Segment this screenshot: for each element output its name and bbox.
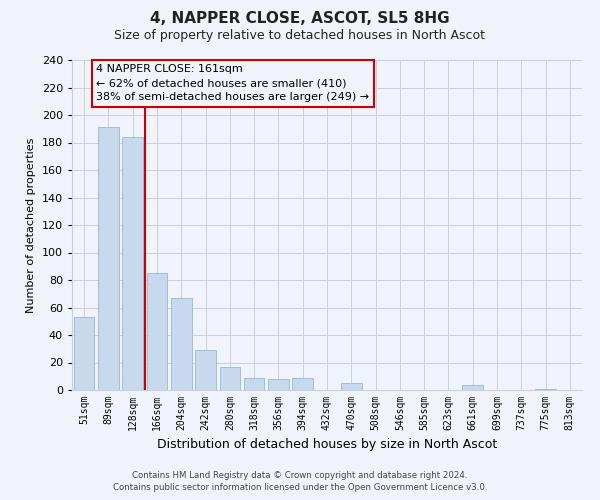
Bar	[195, 350, 216, 390]
Bar	[244, 378, 265, 390]
Bar	[122, 137, 143, 390]
Bar	[341, 383, 362, 390]
Bar	[268, 379, 289, 390]
Bar	[292, 378, 313, 390]
Bar	[98, 128, 119, 390]
Bar	[535, 388, 556, 390]
Text: Size of property relative to detached houses in North Ascot: Size of property relative to detached ho…	[115, 28, 485, 42]
X-axis label: Distribution of detached houses by size in North Ascot: Distribution of detached houses by size …	[157, 438, 497, 452]
Bar	[220, 366, 240, 390]
Y-axis label: Number of detached properties: Number of detached properties	[26, 138, 36, 312]
Text: Contains HM Land Registry data © Crown copyright and database right 2024.
Contai: Contains HM Land Registry data © Crown c…	[113, 471, 487, 492]
Bar	[74, 317, 94, 390]
Bar	[171, 298, 191, 390]
Text: 4, NAPPER CLOSE, ASCOT, SL5 8HG: 4, NAPPER CLOSE, ASCOT, SL5 8HG	[150, 11, 450, 26]
Bar	[463, 384, 483, 390]
Text: 4 NAPPER CLOSE: 161sqm
← 62% of detached houses are smaller (410)
38% of semi-de: 4 NAPPER CLOSE: 161sqm ← 62% of detached…	[96, 64, 370, 102]
Bar	[146, 273, 167, 390]
